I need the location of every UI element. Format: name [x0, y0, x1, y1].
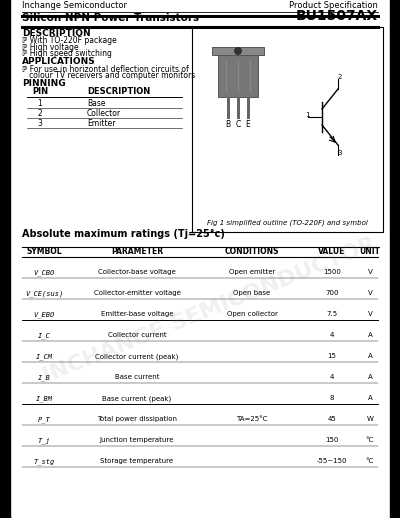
- Text: Collector-base voltage: Collector-base voltage: [98, 269, 176, 275]
- Text: Collector-emitter voltage: Collector-emitter voltage: [94, 290, 180, 296]
- Text: SYMBOL: SYMBOL: [26, 247, 62, 256]
- Text: Open emitter: Open emitter: [229, 269, 275, 275]
- Text: Open collector: Open collector: [226, 311, 278, 317]
- Text: Collector current (peak): Collector current (peak): [95, 353, 179, 359]
- Bar: [390, 0, 400, 518]
- Text: 4: 4: [330, 374, 334, 380]
- Text: B: B: [226, 120, 230, 129]
- Text: BU1507AX: BU1507AX: [296, 9, 378, 23]
- Text: 2: 2: [38, 108, 42, 118]
- Text: W: W: [366, 416, 374, 422]
- Text: Absolute maximum ratings (Tj=25°c): Absolute maximum ratings (Tj=25°c): [22, 229, 225, 239]
- Text: E: E: [246, 120, 250, 129]
- Text: V_EBO: V_EBO: [33, 311, 55, 318]
- Text: DESCRIPTION: DESCRIPTION: [87, 87, 150, 95]
- Text: 8: 8: [330, 395, 334, 401]
- Text: ℙ For use in horizontal deflection circuits of: ℙ For use in horizontal deflection circu…: [22, 65, 189, 74]
- Text: APPLICATIONS: APPLICATIONS: [22, 57, 96, 66]
- Text: PINNING: PINNING: [22, 79, 66, 89]
- Text: UNIT: UNIT: [360, 247, 380, 256]
- Text: Emitter-base voltage: Emitter-base voltage: [101, 311, 173, 317]
- Text: VALUE: VALUE: [318, 247, 346, 256]
- Bar: [192, 27, 383, 232]
- Text: 150: 150: [325, 437, 339, 443]
- Text: 1500: 1500: [323, 269, 341, 275]
- Text: TA=25°C: TA=25°C: [236, 416, 268, 422]
- Text: DESCRIPTION: DESCRIPTION: [22, 29, 91, 38]
- Bar: [236, 97, 240, 119]
- Bar: [218, 55, 258, 97]
- Text: °C: °C: [366, 437, 374, 443]
- Text: PARAMETER: PARAMETER: [111, 247, 163, 256]
- Circle shape: [234, 48, 242, 54]
- Text: colour TV receivers and computer monitors: colour TV receivers and computer monitor…: [22, 71, 195, 80]
- Bar: [246, 97, 250, 119]
- Text: Base current: Base current: [115, 374, 159, 380]
- Text: Junction temperature: Junction temperature: [100, 437, 174, 443]
- Text: Inchange Semiconductor: Inchange Semiconductor: [22, 1, 127, 10]
- Text: ℙ With TO-220F package: ℙ With TO-220F package: [22, 36, 117, 45]
- Text: ℙ High speed switching: ℙ High speed switching: [22, 49, 112, 58]
- Text: V_CBO: V_CBO: [33, 269, 55, 276]
- Bar: [212, 47, 264, 55]
- Text: INCHANGE SEMICONDUCTOR: INCHANGE SEMICONDUCTOR: [40, 234, 380, 386]
- Text: 7.5: 7.5: [326, 311, 338, 317]
- Text: 15: 15: [328, 353, 336, 359]
- Text: °C: °C: [366, 458, 374, 464]
- Text: I_CM: I_CM: [36, 353, 52, 359]
- Text: Open base: Open base: [233, 290, 271, 296]
- Text: Emitter: Emitter: [87, 119, 116, 127]
- Text: T_j: T_j: [38, 437, 50, 443]
- Text: T_stg: T_stg: [33, 458, 55, 465]
- Text: Storage temperature: Storage temperature: [100, 458, 174, 464]
- Text: Base current (peak): Base current (peak): [102, 395, 172, 401]
- Text: 4: 4: [330, 332, 334, 338]
- Text: V: V: [368, 311, 372, 317]
- Text: I_BM: I_BM: [36, 395, 52, 401]
- Bar: [226, 97, 230, 119]
- Text: -55~150: -55~150: [317, 458, 347, 464]
- Bar: [0, 0, 10, 518]
- Text: A: A: [368, 353, 372, 359]
- Text: P_T: P_T: [38, 416, 50, 423]
- Text: Collector current: Collector current: [108, 332, 166, 338]
- Text: Product Specification: Product Specification: [289, 1, 378, 10]
- Text: Base: Base: [87, 98, 106, 108]
- Text: I_C: I_C: [38, 332, 50, 339]
- Text: 45: 45: [328, 416, 336, 422]
- Text: Silicon NPN Power Transistors: Silicon NPN Power Transistors: [22, 13, 199, 23]
- Text: V: V: [368, 290, 372, 296]
- Text: PIN: PIN: [32, 87, 48, 95]
- Text: Total power dissipation: Total power dissipation: [97, 416, 177, 422]
- Text: A: A: [368, 374, 372, 380]
- Text: V: V: [368, 269, 372, 275]
- Text: 3: 3: [38, 119, 42, 127]
- Text: 2: 2: [338, 74, 342, 80]
- Text: 1: 1: [305, 112, 310, 118]
- Text: V_CE(sus): V_CE(sus): [25, 290, 63, 297]
- Text: 700: 700: [325, 290, 339, 296]
- Text: Fig 1 simplified outline (TO-220F) and symbol: Fig 1 simplified outline (TO-220F) and s…: [207, 220, 368, 226]
- Text: 1: 1: [38, 98, 42, 108]
- Text: ℙ High voltage: ℙ High voltage: [22, 42, 79, 51]
- Text: Collector: Collector: [87, 108, 121, 118]
- Text: C: C: [235, 120, 241, 129]
- Text: A: A: [368, 395, 372, 401]
- Text: 3: 3: [338, 150, 342, 156]
- Text: CONDITIONS: CONDITIONS: [225, 247, 279, 256]
- Text: I_B: I_B: [38, 374, 50, 381]
- Text: A: A: [368, 332, 372, 338]
